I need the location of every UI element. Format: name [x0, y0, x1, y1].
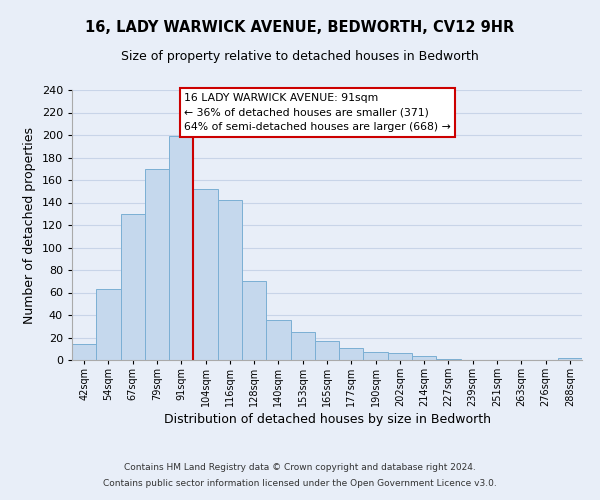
Bar	[412, 356, 436, 360]
Bar	[290, 332, 315, 360]
Text: 16 LADY WARWICK AVENUE: 91sqm
← 36% of detached houses are smaller (371)
64% of : 16 LADY WARWICK AVENUE: 91sqm ← 36% of d…	[184, 92, 451, 132]
Bar	[242, 281, 266, 360]
Bar	[364, 352, 388, 360]
Bar	[388, 353, 412, 360]
Text: Contains HM Land Registry data © Crown copyright and database right 2024.: Contains HM Land Registry data © Crown c…	[124, 464, 476, 472]
Text: 16, LADY WARWICK AVENUE, BEDWORTH, CV12 9HR: 16, LADY WARWICK AVENUE, BEDWORTH, CV12 …	[85, 20, 515, 35]
Bar	[339, 348, 364, 360]
Text: Contains public sector information licensed under the Open Government Licence v3: Contains public sector information licen…	[103, 478, 497, 488]
Bar	[72, 344, 96, 360]
Bar	[558, 358, 582, 360]
Text: Size of property relative to detached houses in Bedworth: Size of property relative to detached ho…	[121, 50, 479, 63]
X-axis label: Distribution of detached houses by size in Bedworth: Distribution of detached houses by size …	[163, 414, 491, 426]
Bar	[145, 169, 169, 360]
Bar	[436, 359, 461, 360]
Bar	[266, 320, 290, 360]
Bar	[193, 189, 218, 360]
Y-axis label: Number of detached properties: Number of detached properties	[23, 126, 36, 324]
Bar	[169, 136, 193, 360]
Bar	[315, 341, 339, 360]
Bar	[121, 214, 145, 360]
Bar	[96, 289, 121, 360]
Bar	[218, 200, 242, 360]
